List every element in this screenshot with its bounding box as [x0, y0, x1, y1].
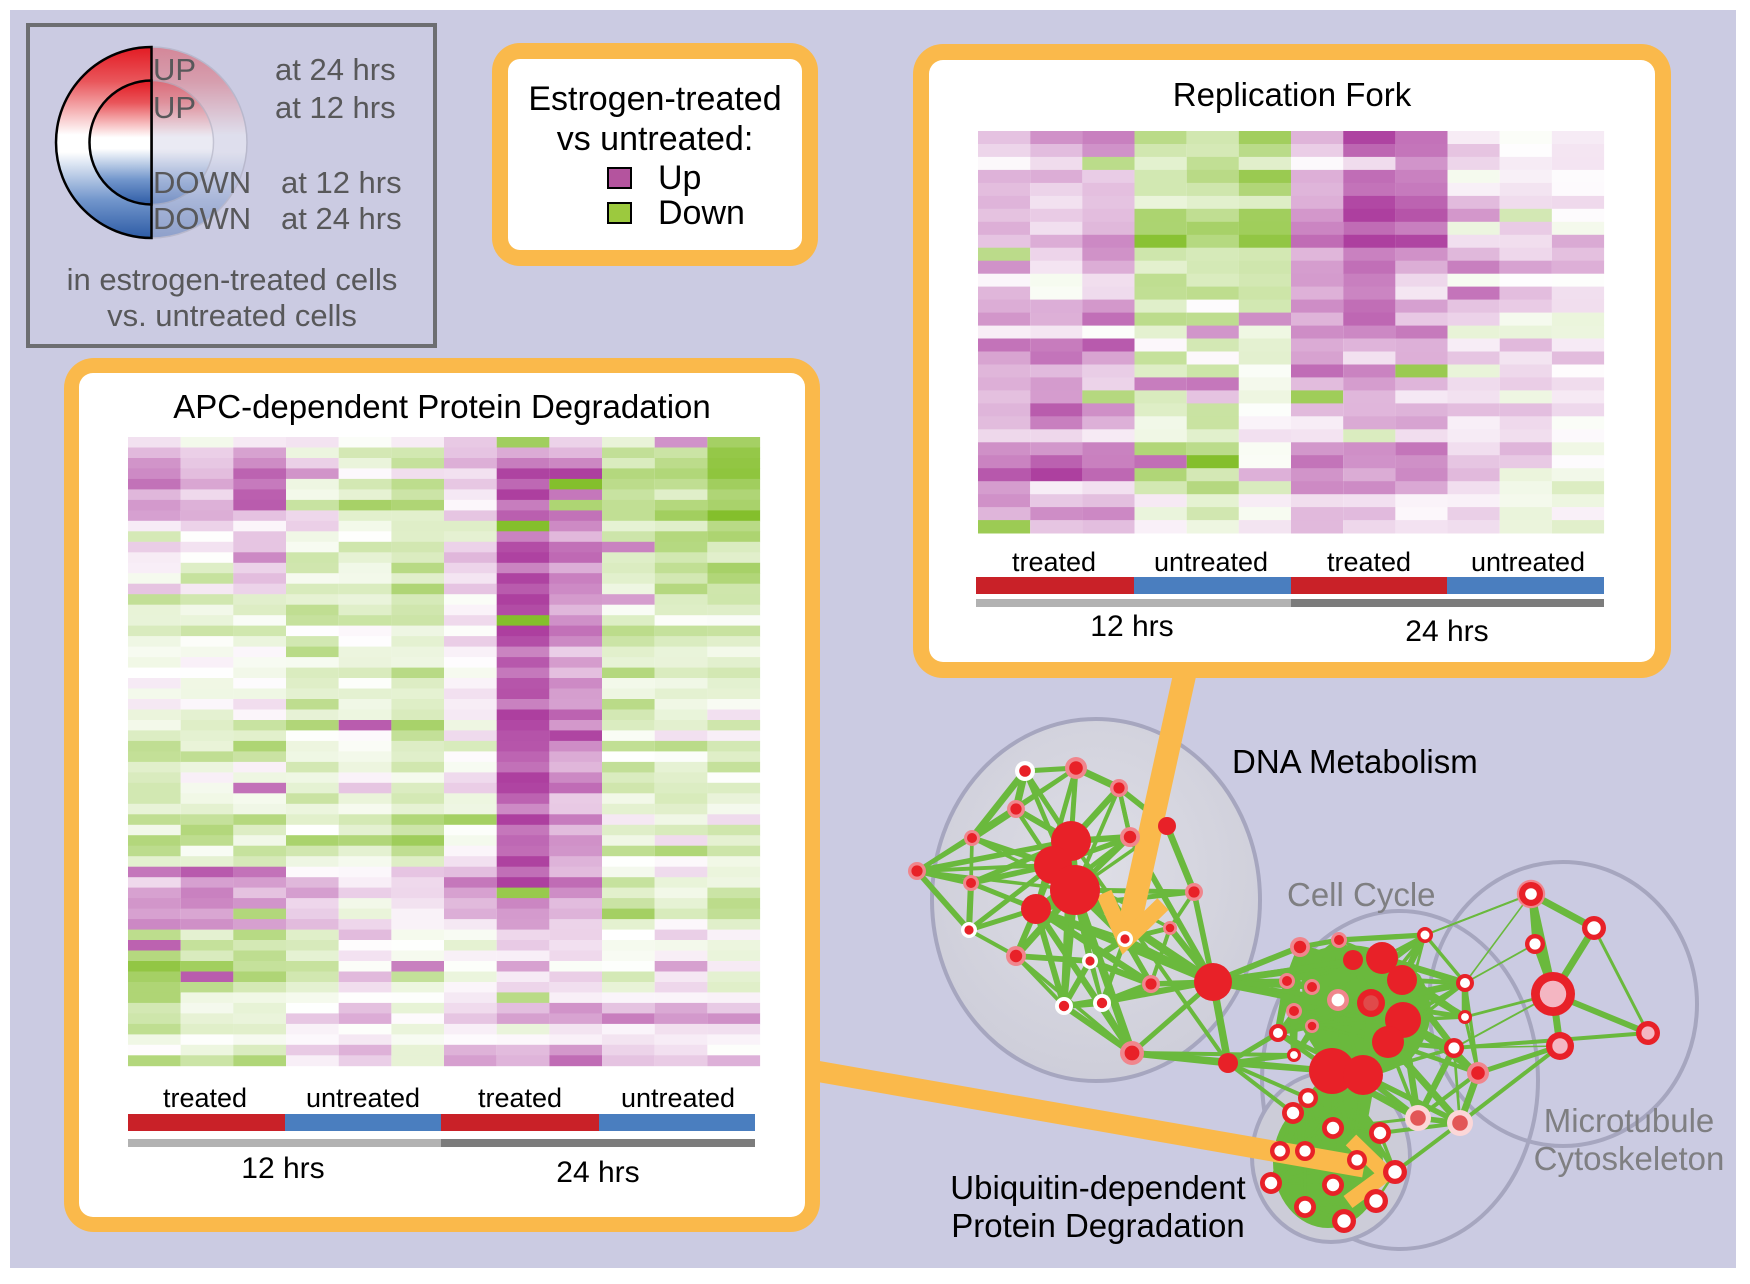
- svg-text:untreated: untreated: [1471, 547, 1585, 577]
- svg-text:UP: UP: [153, 90, 196, 125]
- svg-text:Ubiquitin-dependent: Ubiquitin-dependent: [950, 1169, 1245, 1206]
- svg-text:Cell Cycle: Cell Cycle: [1287, 876, 1436, 913]
- svg-text:12 hrs: 12 hrs: [1090, 610, 1173, 643]
- svg-text:at 12 hrs: at 12 hrs: [275, 90, 396, 125]
- svg-text:treated: treated: [1012, 547, 1096, 577]
- svg-text:treated: treated: [1327, 547, 1411, 577]
- svg-text:UP: UP: [153, 52, 196, 87]
- svg-text:Up: Up: [658, 159, 701, 197]
- svg-text:at 12 hrs: at 12 hrs: [281, 165, 402, 200]
- svg-text:untreated: untreated: [306, 1083, 420, 1113]
- svg-text:DNA Metabolism: DNA Metabolism: [1232, 743, 1478, 780]
- svg-text:APC-dependent Protein Degradat: APC-dependent Protein Degradation: [173, 388, 711, 425]
- svg-text:at 24 hrs: at 24 hrs: [275, 52, 396, 87]
- svg-text:treated: treated: [163, 1083, 247, 1113]
- svg-text:12 hrs: 12 hrs: [241, 1152, 324, 1185]
- svg-text:vs. untreated cells: vs. untreated cells: [107, 298, 357, 333]
- svg-text:DOWN: DOWN: [153, 165, 251, 200]
- svg-text:at 24 hrs: at 24 hrs: [281, 201, 402, 236]
- svg-text:DOWN: DOWN: [153, 201, 251, 236]
- svg-text:24 hrs: 24 hrs: [1405, 615, 1488, 648]
- svg-text:24 hrs: 24 hrs: [556, 1156, 639, 1189]
- svg-text:Cytoskeleton: Cytoskeleton: [1534, 1140, 1725, 1177]
- svg-text:vs untreated:: vs untreated:: [557, 120, 754, 158]
- svg-text:Down: Down: [658, 194, 745, 232]
- svg-text:untreated: untreated: [1154, 547, 1268, 577]
- svg-text:treated: treated: [478, 1083, 562, 1113]
- svg-text:Microtubule: Microtubule: [1544, 1102, 1715, 1139]
- svg-text:untreated: untreated: [621, 1083, 735, 1113]
- svg-text:in estrogen-treated cells: in estrogen-treated cells: [67, 262, 398, 297]
- svg-text:Estrogen-treated: Estrogen-treated: [528, 80, 781, 118]
- svg-text:Protein Degradation: Protein Degradation: [951, 1207, 1245, 1244]
- svg-text:Replication Fork: Replication Fork: [1173, 76, 1412, 113]
